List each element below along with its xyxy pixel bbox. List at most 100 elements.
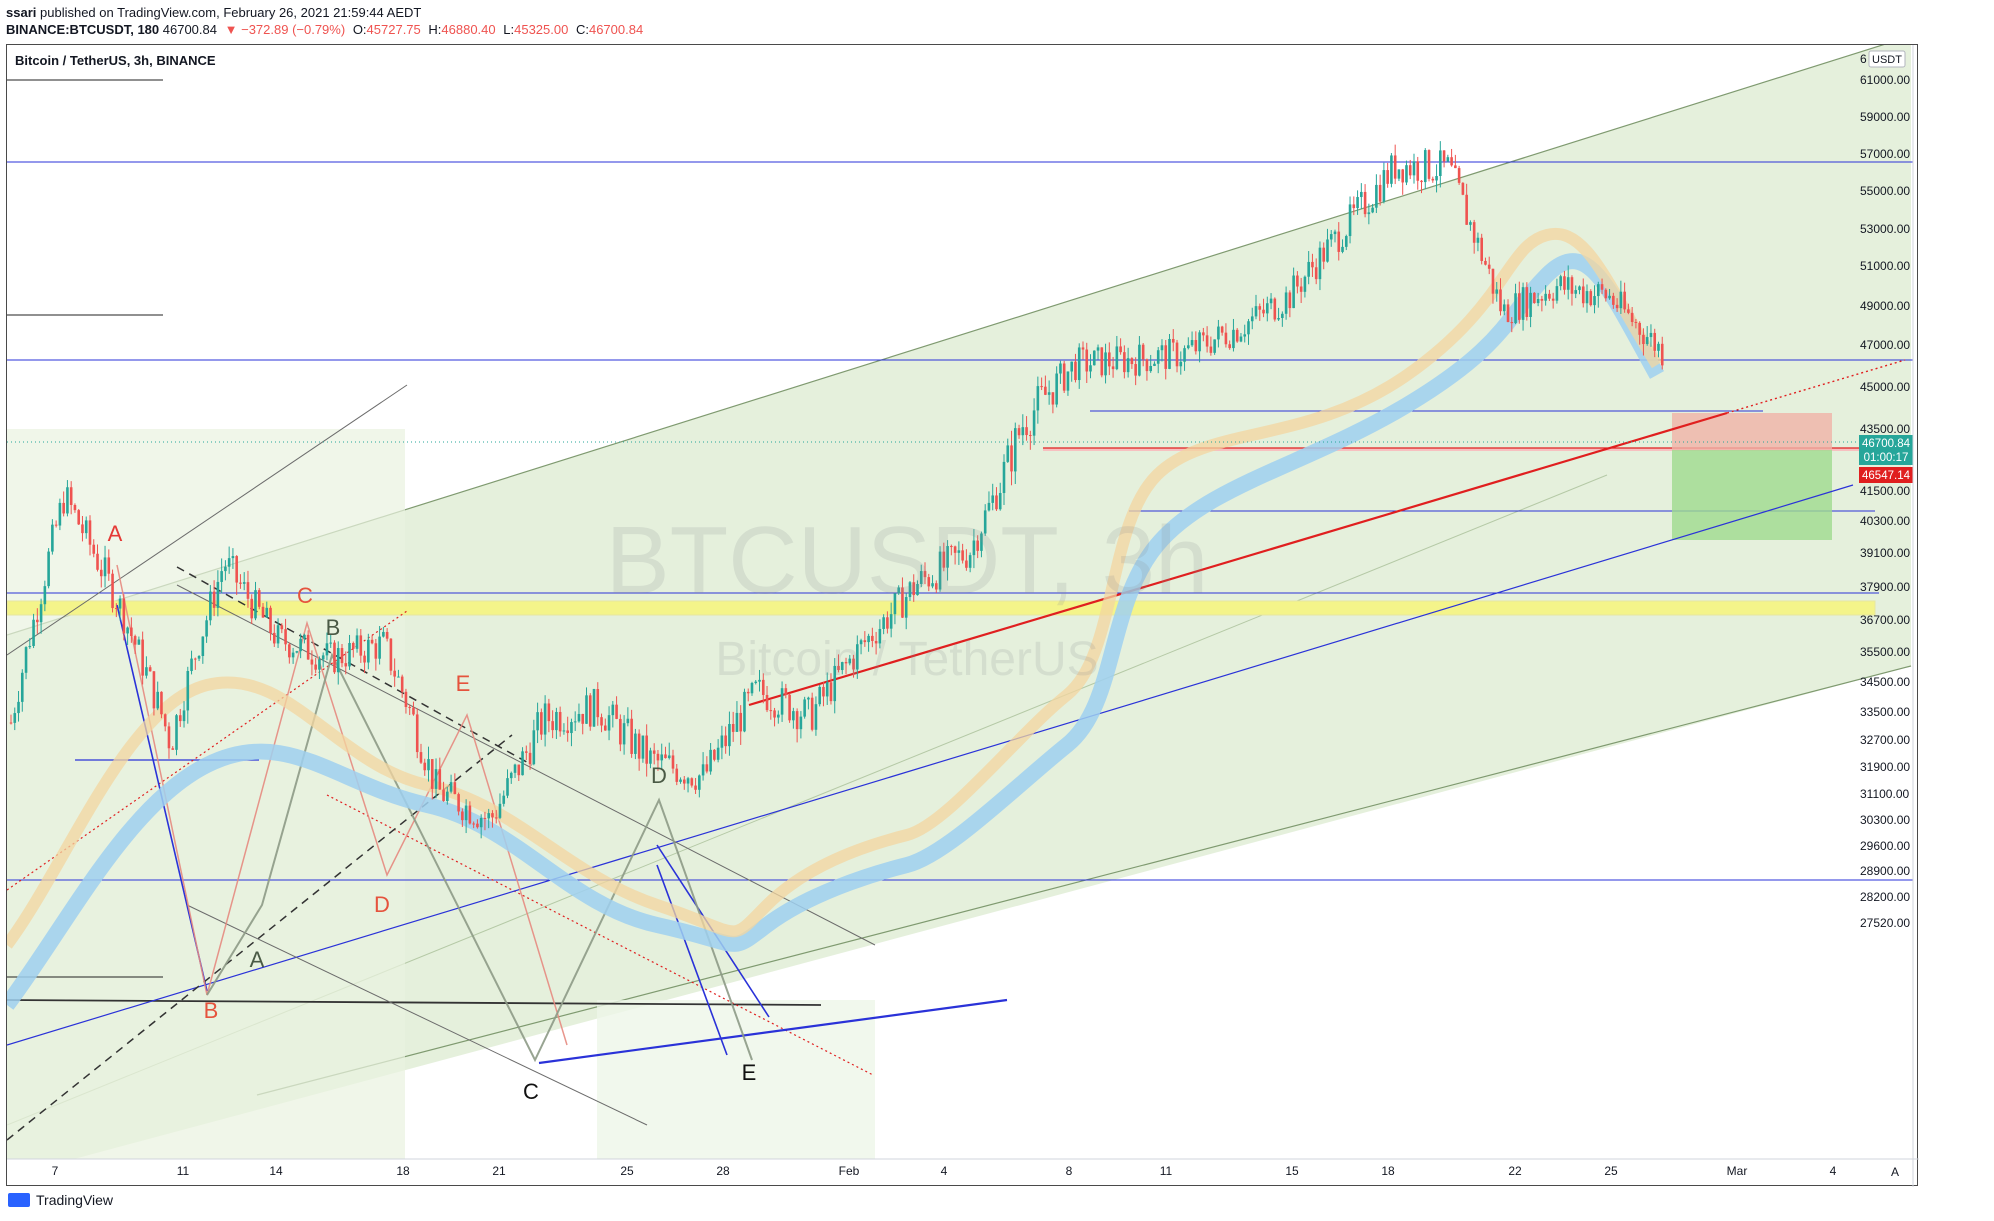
candle-body <box>750 682 754 694</box>
candle-body <box>1533 292 1536 304</box>
candle-body <box>13 713 17 723</box>
candle-body <box>1653 332 1657 351</box>
candle-body <box>472 823 475 825</box>
price-axis[interactable]: 61000.00 59000.00 57000.00 55000.00 53000.00… <box>1859 50 1913 930</box>
candle-body <box>698 775 701 790</box>
candle-body <box>1352 204 1356 209</box>
price-tick-label: 34500.00 <box>1860 675 1910 689</box>
candle-body <box>1032 410 1036 436</box>
candle-body <box>581 713 585 724</box>
price-tick-label: 51000.00 <box>1860 259 1910 273</box>
candle-body <box>611 704 615 716</box>
candle-body <box>355 635 359 649</box>
candle-body <box>976 540 979 551</box>
candle-body <box>107 557 111 574</box>
candle-body <box>521 751 524 776</box>
candle-body <box>197 655 201 659</box>
candle-body <box>419 752 423 763</box>
candle-body <box>1243 334 1247 337</box>
price-tick-label: 55000.00 <box>1860 184 1910 198</box>
candle-body <box>528 752 532 765</box>
candle-body <box>1623 291 1626 310</box>
candle-body <box>1119 346 1122 353</box>
candle-body <box>1660 343 1664 366</box>
candle-body <box>73 504 77 511</box>
candle-body <box>543 703 547 735</box>
candle-body <box>408 707 412 709</box>
candle-body <box>423 762 427 771</box>
candle-body <box>577 713 581 722</box>
chart-frame[interactable]: BTCUSDT, 3h Bitcoin / TetherUS A B C D E… <box>6 44 1919 1187</box>
time-axis[interactable]: 7 11 14 18 21 25 28 Feb 4 8 11 15 18 22 25 Mar 4 A <box>52 1164 1899 1179</box>
candle-body <box>115 608 118 610</box>
candle-body <box>81 524 84 534</box>
candle-body <box>1183 348 1186 362</box>
label-red-c: C <box>297 583 313 608</box>
candle-body <box>1235 329 1239 342</box>
candle-body <box>1427 150 1431 179</box>
candle-body <box>701 764 705 776</box>
candle-body <box>427 759 430 771</box>
candle-body <box>619 718 622 745</box>
candle-body <box>773 710 776 718</box>
candle-body <box>983 510 987 534</box>
candle-body <box>99 569 103 577</box>
footer-brand[interactable]: TradingView <box>8 1192 113 1208</box>
candle-body <box>1013 428 1017 472</box>
price-change: ▼ −372.89 (−0.79%) <box>224 22 346 37</box>
candle-body <box>272 632 276 644</box>
candle-body <box>867 635 870 643</box>
candle-body <box>1649 332 1653 338</box>
candle-body <box>622 723 626 745</box>
candle-body <box>573 721 577 723</box>
time-tick-label: 18 <box>1381 1164 1395 1178</box>
time-tick-label: 11 <box>177 1164 190 1178</box>
candle-body <box>1619 291 1623 309</box>
candle-body <box>96 553 99 570</box>
candle-body <box>1593 296 1596 306</box>
red-dotted-line-2 <box>326 794 874 1076</box>
price-tick-label: 57000.00 <box>1860 147 1910 161</box>
candle-body <box>1017 428 1021 436</box>
currency-badge[interactable] <box>1868 50 1906 68</box>
candle-body <box>194 658 197 660</box>
candle-body <box>205 620 208 637</box>
price-tick-label: 40300.00 <box>1860 514 1910 528</box>
candle-body <box>1077 347 1081 381</box>
candle-body <box>1563 276 1566 290</box>
label-red-d: D <box>374 892 390 917</box>
candle-body <box>754 681 758 683</box>
candle-body <box>1187 345 1190 349</box>
candle-body <box>1465 194 1468 225</box>
candle-body <box>833 665 837 702</box>
candle-body <box>1439 150 1442 177</box>
candle-body <box>321 655 325 660</box>
candle-body <box>886 617 889 629</box>
candle-body <box>690 778 694 786</box>
candle-body <box>1484 260 1487 265</box>
symbol-label: BINANCE:BTCUSDT, 180 <box>6 22 160 37</box>
candle-body <box>1499 289 1502 312</box>
candle-body <box>442 789 445 802</box>
candle-body <box>1495 289 1499 294</box>
auto-scale-toggle[interactable]: A <box>1891 1165 1899 1179</box>
watermark-name: Bitcoin / TetherUS <box>715 633 1098 686</box>
candle-body <box>630 718 633 754</box>
candle-body <box>43 586 47 605</box>
candle-body <box>1487 264 1491 269</box>
candle-body <box>325 643 329 656</box>
publisher-user[interactable]: ssari <box>6 5 37 20</box>
price-tick-label: 41500.00 <box>1860 484 1910 498</box>
candle-body <box>224 566 227 572</box>
price-tick-label: 49000.00 <box>1860 299 1910 313</box>
candle-body <box>1630 312 1634 322</box>
candle-body <box>306 634 310 660</box>
candle-body <box>295 651 299 653</box>
price-chart[interactable]: BTCUSDT, 3h Bitcoin / TetherUS A B C D E… <box>7 45 1919 1187</box>
candle-body <box>1164 345 1168 369</box>
black-support-line <box>7 999 822 1006</box>
candle-body <box>1574 290 1578 294</box>
candle-body <box>1141 344 1145 360</box>
candle-body <box>1454 165 1457 169</box>
candle-body <box>1288 292 1292 309</box>
